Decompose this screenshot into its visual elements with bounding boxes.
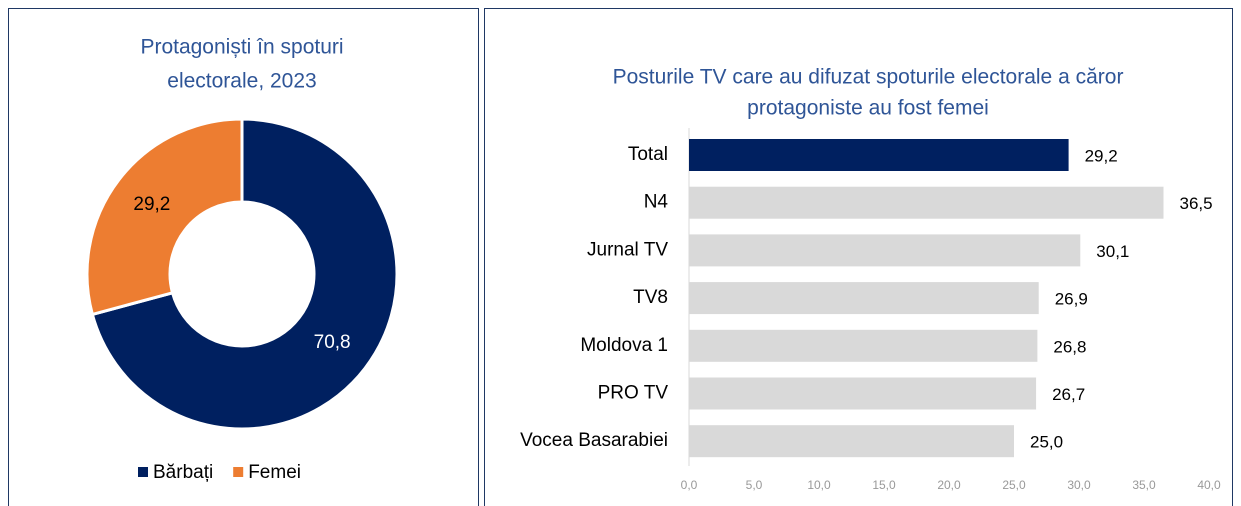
x-tick-label: 30,0 bbox=[1067, 478, 1091, 492]
legend-label: Bărbați bbox=[153, 462, 213, 483]
data-label: 30,1 bbox=[1096, 242, 1129, 261]
data-label: 26,7 bbox=[1052, 385, 1085, 404]
bar bbox=[689, 377, 1037, 410]
x-tick-label: 25,0 bbox=[1002, 478, 1026, 492]
bar bbox=[689, 234, 1081, 267]
chart-title: protagoniste au fost femei bbox=[747, 97, 989, 120]
x-tick-label: 35,0 bbox=[1132, 478, 1156, 492]
data-label: 29,2 bbox=[1085, 146, 1118, 165]
y-tick-label: Jurnal TV bbox=[587, 239, 668, 260]
data-label: 26,9 bbox=[1055, 290, 1088, 309]
x-tick-label: 10,0 bbox=[807, 478, 831, 492]
legend-swatch bbox=[138, 467, 148, 477]
bar bbox=[689, 186, 1164, 219]
legend-swatch bbox=[233, 467, 244, 477]
x-tick-label: 0,0 bbox=[681, 478, 698, 492]
y-tick-label: Total bbox=[628, 144, 668, 165]
x-tick-label: 15,0 bbox=[872, 478, 896, 492]
x-tick-label: 20,0 bbox=[937, 478, 961, 492]
y-tick-label: N4 bbox=[644, 192, 669, 213]
x-tick-label: 40,0 bbox=[1197, 478, 1221, 492]
chart-title: Posturile TV care au difuzat spoturile e… bbox=[613, 66, 1124, 89]
data-label: 36,5 bbox=[1180, 194, 1213, 213]
donut-slice bbox=[90, 117, 399, 431]
data-label: 26,8 bbox=[1053, 337, 1086, 356]
bar bbox=[689, 425, 1014, 458]
panel-border bbox=[8, 8, 479, 506]
y-tick-label: Moldova 1 bbox=[580, 335, 668, 356]
y-tick-label: TV8 bbox=[633, 287, 668, 308]
data-label: 25,0 bbox=[1030, 433, 1063, 452]
panel-border bbox=[484, 8, 1233, 506]
data-label: 29,2 bbox=[133, 194, 170, 215]
x-tick-label: 5,0 bbox=[746, 478, 763, 492]
donut-slice bbox=[85, 117, 244, 317]
y-tick-label: PRO TV bbox=[598, 383, 669, 404]
y-tick-label: Vocea Basarabiei bbox=[520, 430, 668, 451]
chart-title: Protagoniști în spoturi bbox=[140, 36, 343, 59]
bar bbox=[689, 139, 1069, 171]
legend-label: Femei bbox=[248, 462, 301, 483]
bar bbox=[689, 329, 1038, 362]
bar bbox=[689, 282, 1039, 315]
data-label: 70,8 bbox=[314, 332, 351, 353]
chart-title: electorale, 2023 bbox=[167, 70, 316, 93]
